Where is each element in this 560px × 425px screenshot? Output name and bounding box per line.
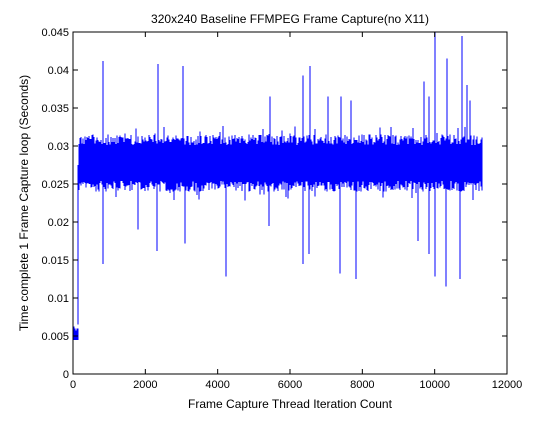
- y-tick-label: 0.015: [41, 255, 69, 267]
- x-tick-label: 12000: [492, 379, 523, 391]
- y-tick-label: 0: [63, 369, 69, 381]
- x-tick-label: 10000: [419, 379, 450, 391]
- y-tick-label: 0.04: [48, 65, 69, 77]
- x-tick-label: 6000: [278, 379, 302, 391]
- y-tick-label: 0.005: [41, 331, 69, 343]
- y-axis-label: Time complete 1 Frame Capture loop (Seco…: [17, 75, 31, 331]
- x-axis-label: Frame Capture Thread Iteration Count: [188, 397, 393, 411]
- y-tick-label: 0.035: [41, 103, 69, 115]
- y-tick-label: 0.02: [48, 217, 69, 229]
- axis-layer: 0 2000 4000 6000 8000 10000 12000 0 0.005 0.01 0.0…: [41, 27, 522, 391]
- y-tick-label: 0.03: [48, 141, 69, 153]
- x-tick-label: 4000: [205, 379, 229, 391]
- y-tick-label: 0.025: [41, 179, 69, 191]
- x-tick-label: 0: [70, 379, 76, 391]
- x-tick-label: 2000: [133, 379, 157, 391]
- y-tick-label: 0.01: [48, 293, 69, 305]
- chart-title: 320x240 Baseline FFMPEG Frame Capture(no…: [151, 12, 429, 26]
- x-tick-label: 8000: [350, 379, 374, 391]
- y-tick-label: 0.045: [41, 27, 69, 39]
